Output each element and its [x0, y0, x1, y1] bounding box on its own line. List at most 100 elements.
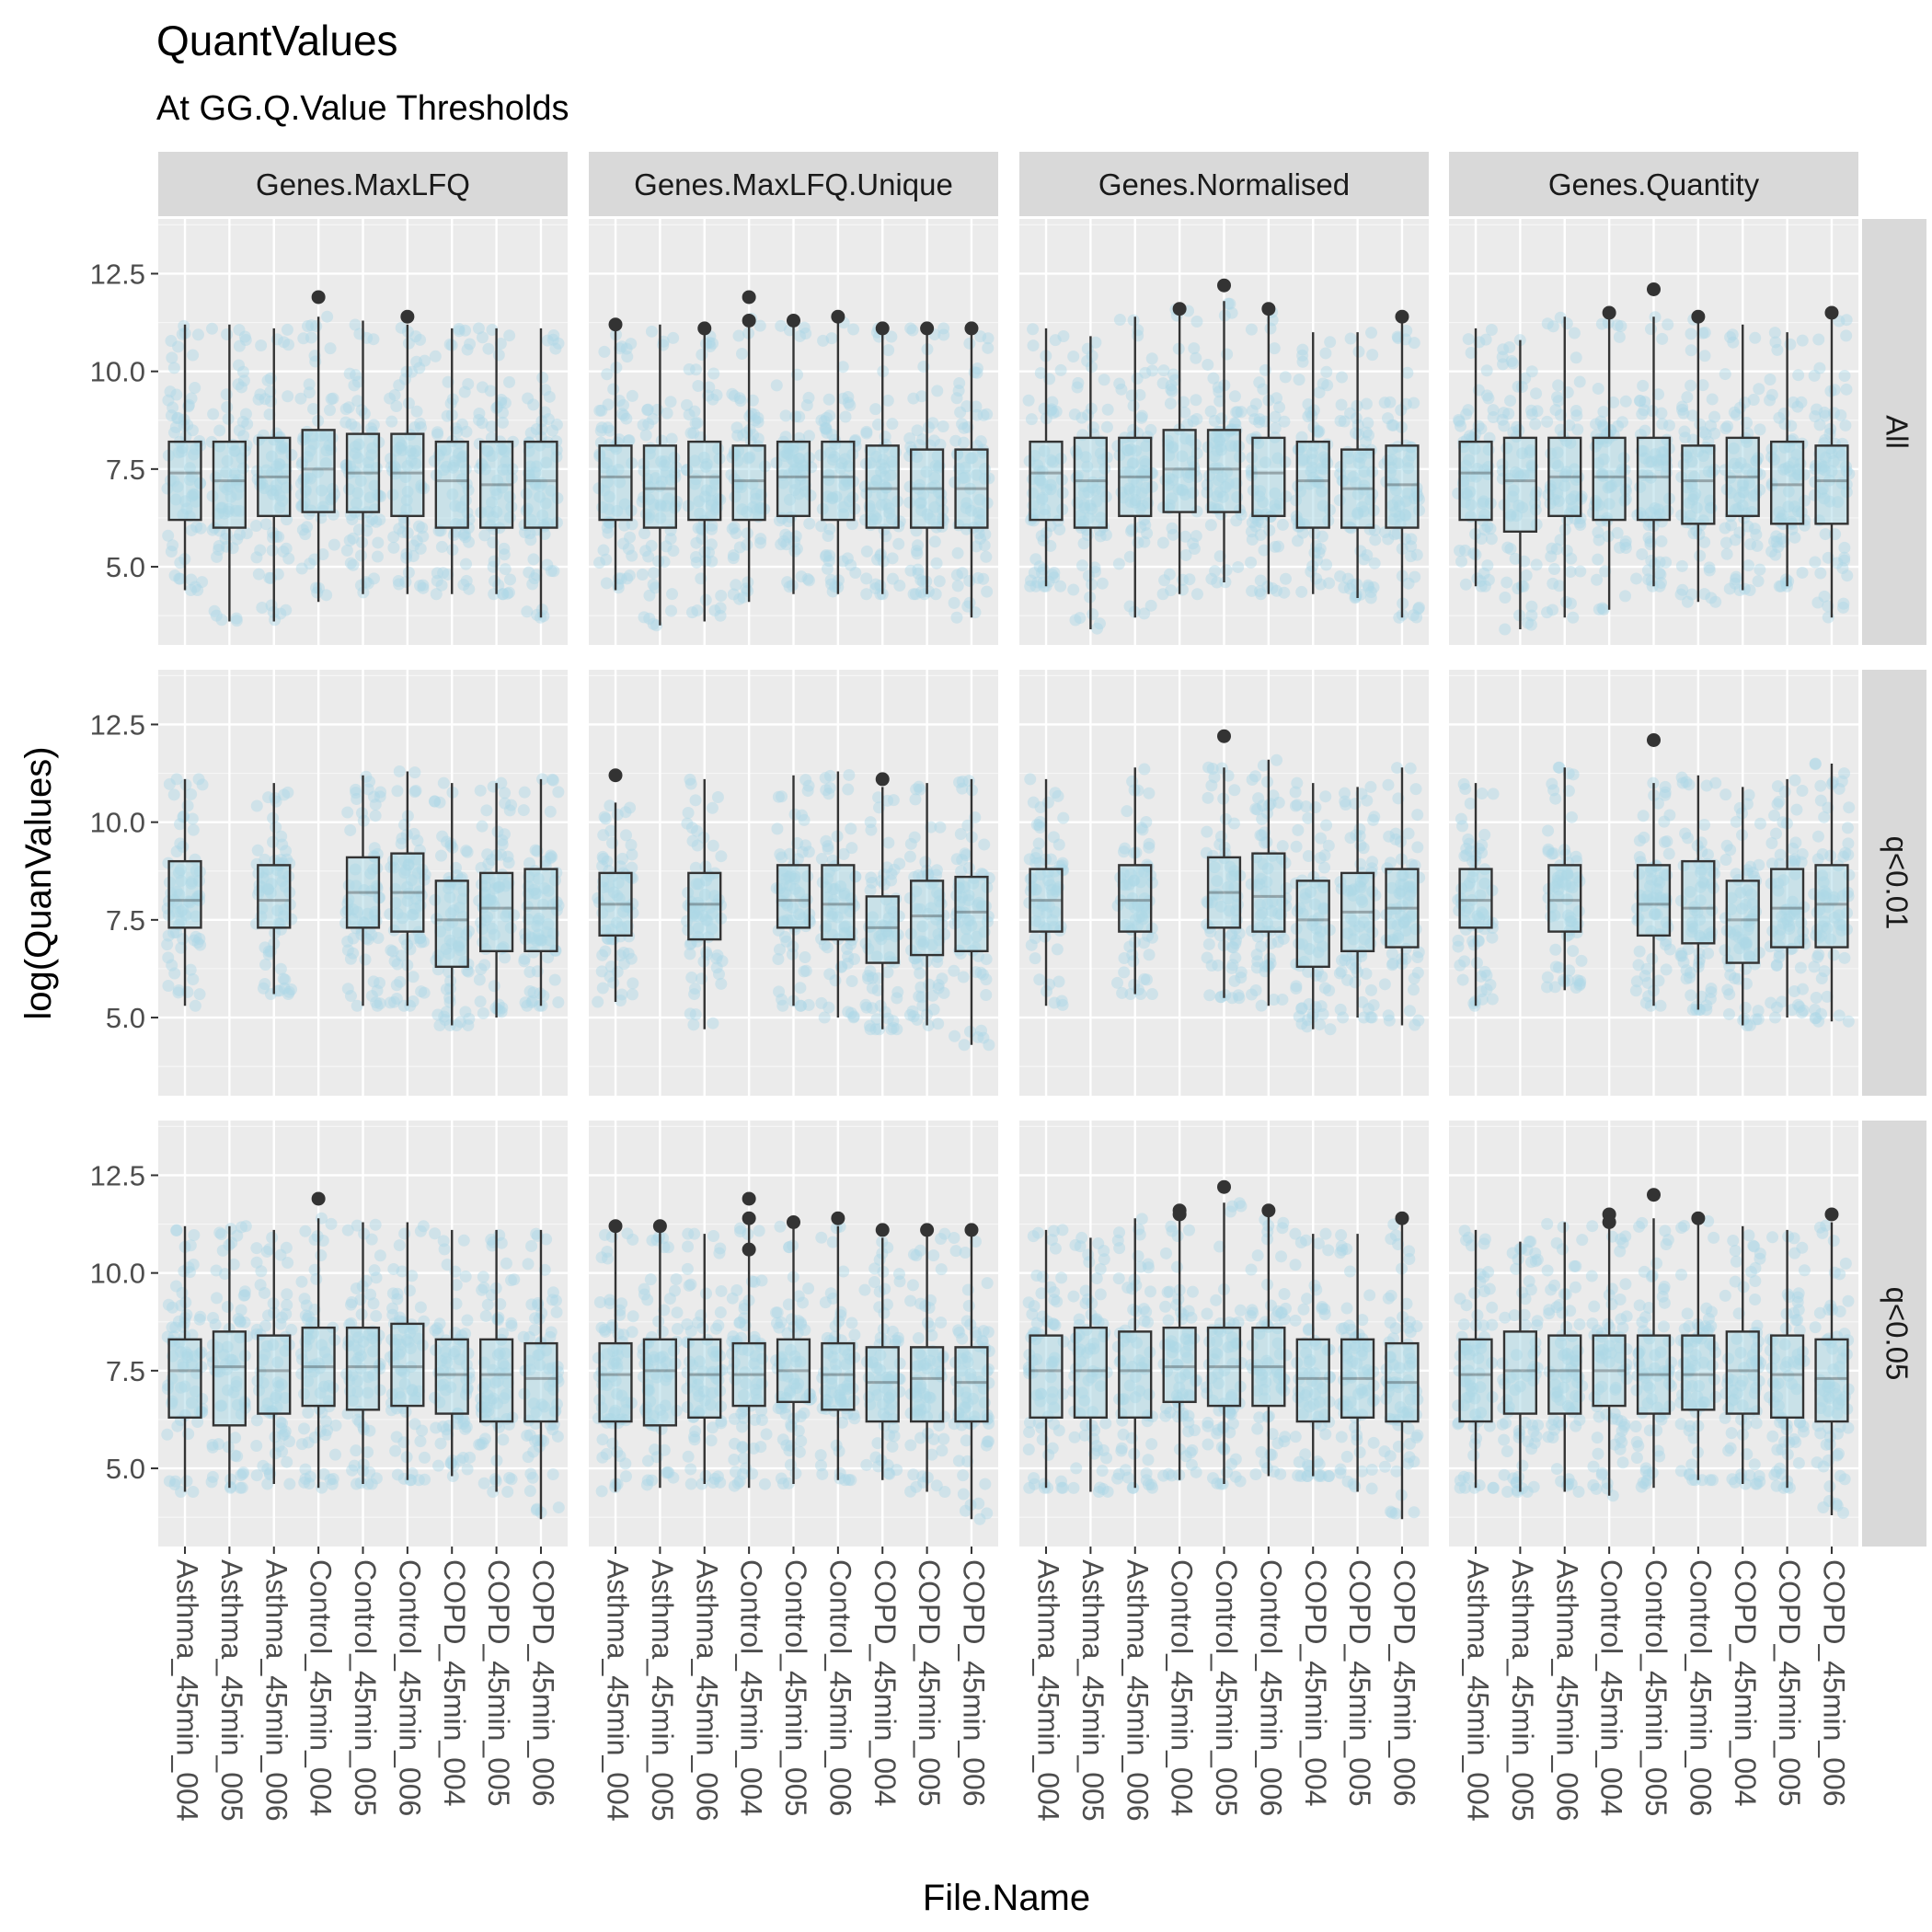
data-point: [596, 982, 609, 995]
y-tick-label: 12.5: [90, 258, 145, 290]
data-point: [1743, 1019, 1756, 1032]
box-Asthma_45min_005: [1067, 336, 1114, 635]
data-point: [595, 421, 608, 434]
data-point: [1592, 382, 1604, 395]
data-point: [752, 411, 765, 424]
data-point: [1295, 1002, 1308, 1015]
data-point: [1797, 1004, 1810, 1017]
data-point: [395, 321, 408, 334]
data-point: [977, 572, 990, 585]
data-point: [655, 434, 668, 447]
data-point: [280, 604, 293, 616]
data-point: [277, 545, 290, 558]
data-point: [1700, 1004, 1713, 1017]
data-point: [547, 329, 560, 342]
data-point: [815, 414, 828, 427]
data-point: [818, 415, 831, 428]
data-point: [728, 521, 741, 534]
data-point: [1228, 417, 1241, 430]
data-point: [189, 581, 201, 593]
data-point: [1726, 328, 1739, 341]
data-point: [937, 322, 950, 335]
data-point: [1549, 792, 1562, 805]
data-point: [860, 427, 873, 440]
data-point: [625, 952, 638, 965]
data-point: [222, 412, 235, 425]
data-point: [412, 520, 425, 533]
data-point: [1480, 969, 1493, 982]
data-point: [1841, 822, 1854, 834]
data-point: [703, 381, 716, 394]
data-point: [536, 372, 549, 385]
data-point: [1567, 611, 1580, 624]
data-point: [748, 408, 761, 421]
data-point: [1350, 427, 1363, 440]
data-point: [1453, 413, 1466, 426]
data-point: [1117, 845, 1130, 858]
data-point: [802, 574, 815, 587]
data-point: [617, 537, 630, 550]
data-point: [408, 766, 421, 779]
data-point: [881, 394, 894, 407]
data-point: [406, 365, 419, 378]
data-point: [460, 425, 473, 438]
data-point: [542, 413, 555, 426]
data-point: [1136, 823, 1149, 836]
data-point: [1138, 607, 1151, 620]
data-point: [1661, 835, 1673, 848]
data-point: [1067, 583, 1080, 596]
facet-panel: [1449, 219, 1858, 645]
data-point: [346, 513, 359, 526]
data-point: [547, 565, 560, 578]
data-point: [304, 558, 316, 570]
data-point: [707, 1017, 719, 1029]
box-iqr: [821, 864, 856, 941]
data-point: [1203, 989, 1216, 1002]
data-point: [536, 773, 549, 786]
data-point: [1208, 414, 1221, 427]
data-point: [1029, 553, 1042, 566]
data-point: [1724, 969, 1737, 982]
data-point: [461, 845, 474, 858]
data-point: [1031, 576, 1044, 589]
data-point: [1548, 981, 1561, 994]
data-point: [1324, 1023, 1337, 1036]
data-point: [1754, 817, 1766, 830]
data-point: [1188, 342, 1201, 355]
data-point: [1789, 836, 1802, 849]
data-point: [927, 1003, 940, 1016]
data-point: [185, 573, 198, 586]
data-point: [1547, 320, 1559, 333]
data-point: [826, 585, 839, 598]
outlier-point: [1647, 732, 1661, 747]
data-point: [162, 979, 175, 992]
data-point: [1272, 540, 1285, 553]
data-point: [407, 550, 420, 563]
data-point: [1082, 569, 1095, 582]
data-point: [866, 982, 879, 995]
data-point: [1596, 420, 1609, 432]
data-point: [1654, 999, 1667, 1012]
data-point: [350, 783, 362, 796]
data-point: [983, 1039, 995, 1052]
data-point: [254, 388, 267, 401]
data-point: [799, 328, 812, 340]
data-point: [949, 1029, 961, 1042]
data-point: [1815, 972, 1828, 984]
data-point: [754, 533, 767, 546]
data-point: [1765, 836, 1778, 849]
data-point: [647, 578, 660, 591]
data-point: [1038, 402, 1051, 415]
data-point: [544, 805, 557, 818]
box-Asthma_45min_005: [636, 324, 684, 632]
outlier-point: [920, 321, 935, 336]
data-point: [263, 408, 276, 421]
data-point: [802, 430, 815, 443]
data-point: [437, 567, 450, 580]
data-point: [1842, 1015, 1855, 1028]
data-point: [1264, 322, 1277, 335]
data-point: [704, 339, 717, 352]
data-point: [1276, 993, 1289, 1006]
data-point: [1022, 394, 1035, 407]
facet-strip-label: q<0.05: [1880, 1287, 1914, 1381]
